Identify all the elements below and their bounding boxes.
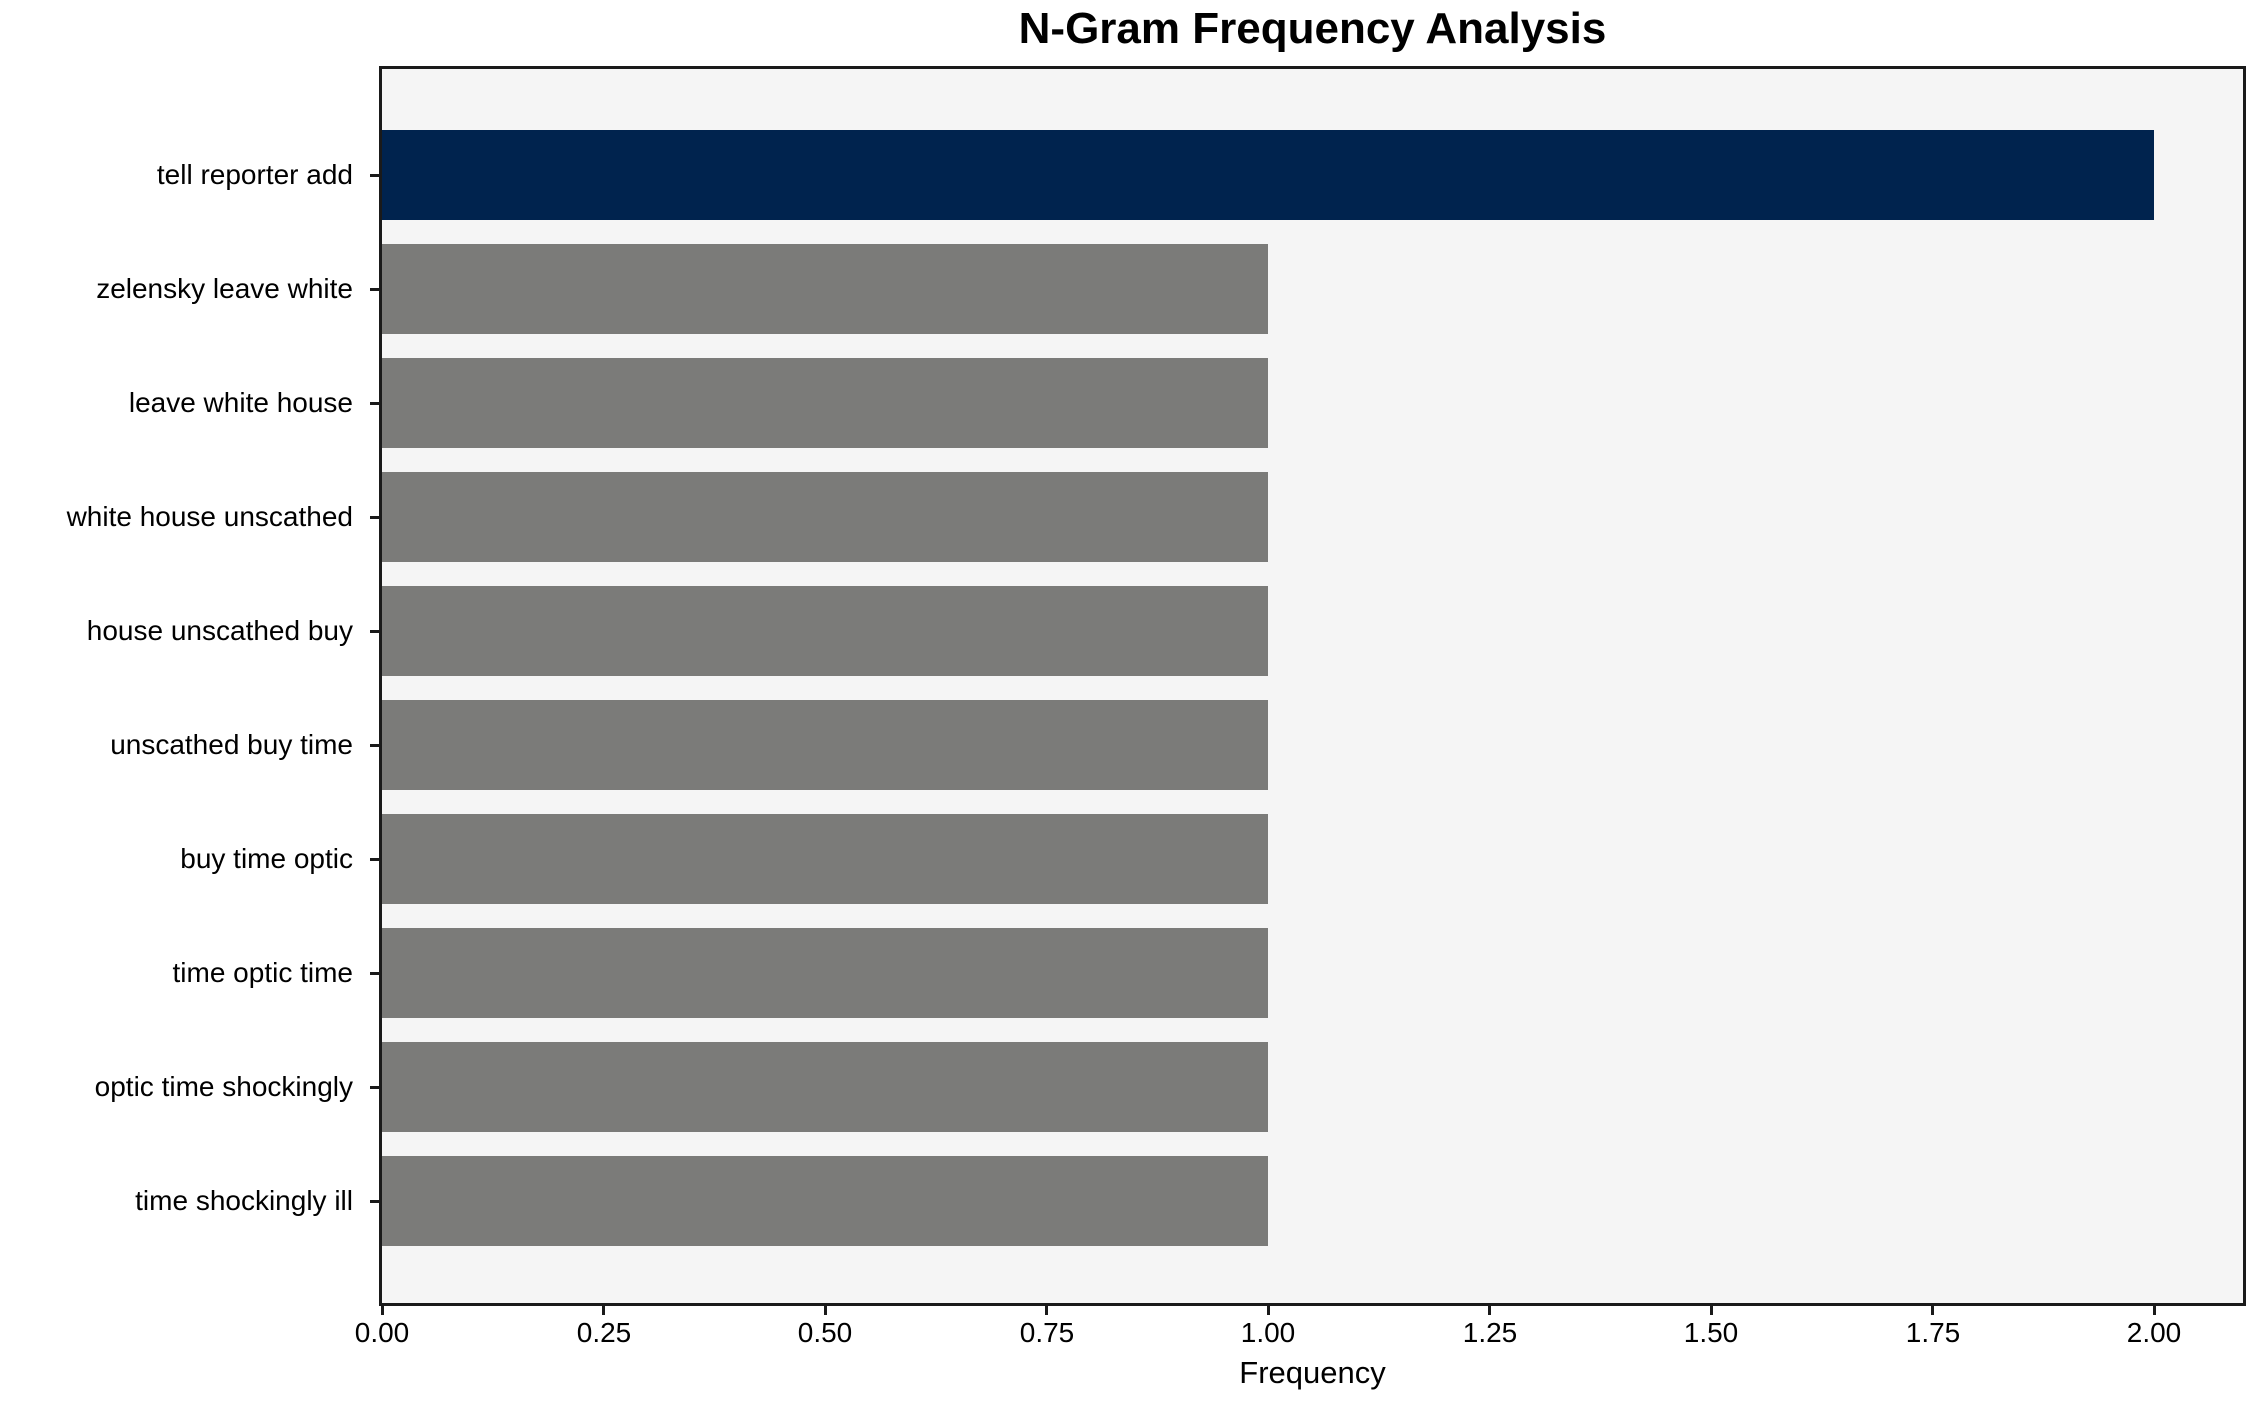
- x-tick-mark: [824, 1303, 827, 1315]
- x-tick-label: 1.25: [1462, 1317, 1518, 1348]
- bar-1: [382, 244, 1268, 334]
- x-tick-label: 0.50: [797, 1317, 853, 1348]
- bar-4: [382, 586, 1268, 676]
- y-tick-label: unscathed buy time: [110, 729, 353, 760]
- bar-3: [382, 472, 1268, 562]
- x-tick-label: 0.75: [1019, 1317, 1075, 1348]
- bar-0: [382, 130, 2154, 220]
- bar-2: [382, 358, 1268, 448]
- x-tick-mark: [381, 1303, 384, 1315]
- y-tick-label: optic time shockingly: [94, 1071, 353, 1102]
- y-tick-label: zelensky leave white: [96, 273, 353, 304]
- y-tick-mark: [370, 630, 382, 633]
- y-tick-label: time optic time: [172, 957, 354, 988]
- x-tick-mark: [1488, 1303, 1491, 1315]
- bar-8: [382, 1042, 1268, 1132]
- chart-title: N-Gram Frequency Analysis: [1018, 4, 1607, 53]
- bar-9: [382, 1156, 1268, 1246]
- x-tick-mark: [1267, 1303, 1270, 1315]
- y-tick-label: tell reporter add: [156, 159, 353, 190]
- y-tick-mark: [370, 972, 382, 975]
- y-tick-label: time shockingly ill: [135, 1185, 353, 1216]
- x-tick-label: 2.00: [2126, 1317, 2182, 1348]
- y-tick-mark: [370, 402, 382, 405]
- y-tick-label: white house unscathed: [66, 501, 353, 532]
- x-tick-mark: [1710, 1303, 1713, 1315]
- x-tick-label: 1.50: [1683, 1317, 1739, 1348]
- y-tick-label: house unscathed buy: [86, 615, 353, 646]
- y-tick-label: buy time optic: [180, 843, 353, 874]
- x-tick-mark: [1931, 1303, 1934, 1315]
- x-tick-label: 1.00: [1240, 1317, 1296, 1348]
- y-tick-label: leave white house: [128, 387, 353, 418]
- x-tick-label: 0.25: [576, 1317, 632, 1348]
- x-axis-label: Frequency: [1239, 1355, 1386, 1390]
- y-tick-mark: [370, 1200, 382, 1203]
- plot-area: [379, 66, 2246, 1306]
- y-tick-mark: [370, 744, 382, 747]
- x-tick-mark: [2153, 1303, 2156, 1315]
- y-tick-mark: [370, 174, 382, 177]
- y-tick-mark: [370, 858, 382, 861]
- x-tick-mark: [1045, 1303, 1048, 1315]
- y-tick-mark: [370, 516, 382, 519]
- x-tick-label: 0.00: [354, 1317, 410, 1348]
- bar-7: [382, 928, 1268, 1018]
- y-tick-mark: [370, 288, 382, 291]
- y-tick-mark: [370, 1086, 382, 1089]
- bar-6: [382, 814, 1268, 904]
- x-tick-mark: [602, 1303, 605, 1315]
- bar-5: [382, 700, 1268, 790]
- x-tick-label: 1.75: [1905, 1317, 1961, 1348]
